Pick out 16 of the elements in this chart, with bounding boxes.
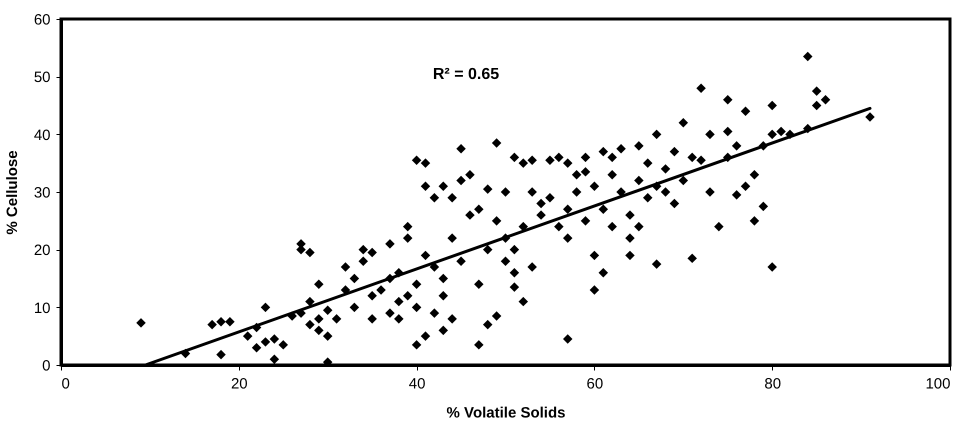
- x-tick-label: 60: [586, 376, 604, 392]
- y-tick-label: 20: [34, 242, 50, 260]
- x-tick-label: 40: [408, 376, 426, 392]
- x-axis-title: % Volatile Solids: [446, 404, 566, 422]
- y-tick-label: 40: [34, 126, 50, 144]
- y-tick-label: 50: [34, 69, 50, 86]
- y-tick-label: 60: [34, 12, 50, 28]
- annotation: R² = 0.65: [432, 66, 500, 83]
- x-tick-label: 80: [764, 376, 782, 392]
- x-tick-label: 20: [230, 376, 248, 392]
- y-tick-label: 30: [34, 184, 50, 202]
- x-tick-label: 0: [62, 376, 70, 392]
- y-tick-label: 10: [34, 300, 50, 317]
- y-tick-label: 0: [42, 358, 50, 374]
- x-tick-label: 100: [925, 376, 950, 392]
- y-axis-title: % Cellulose: [4, 150, 21, 235]
